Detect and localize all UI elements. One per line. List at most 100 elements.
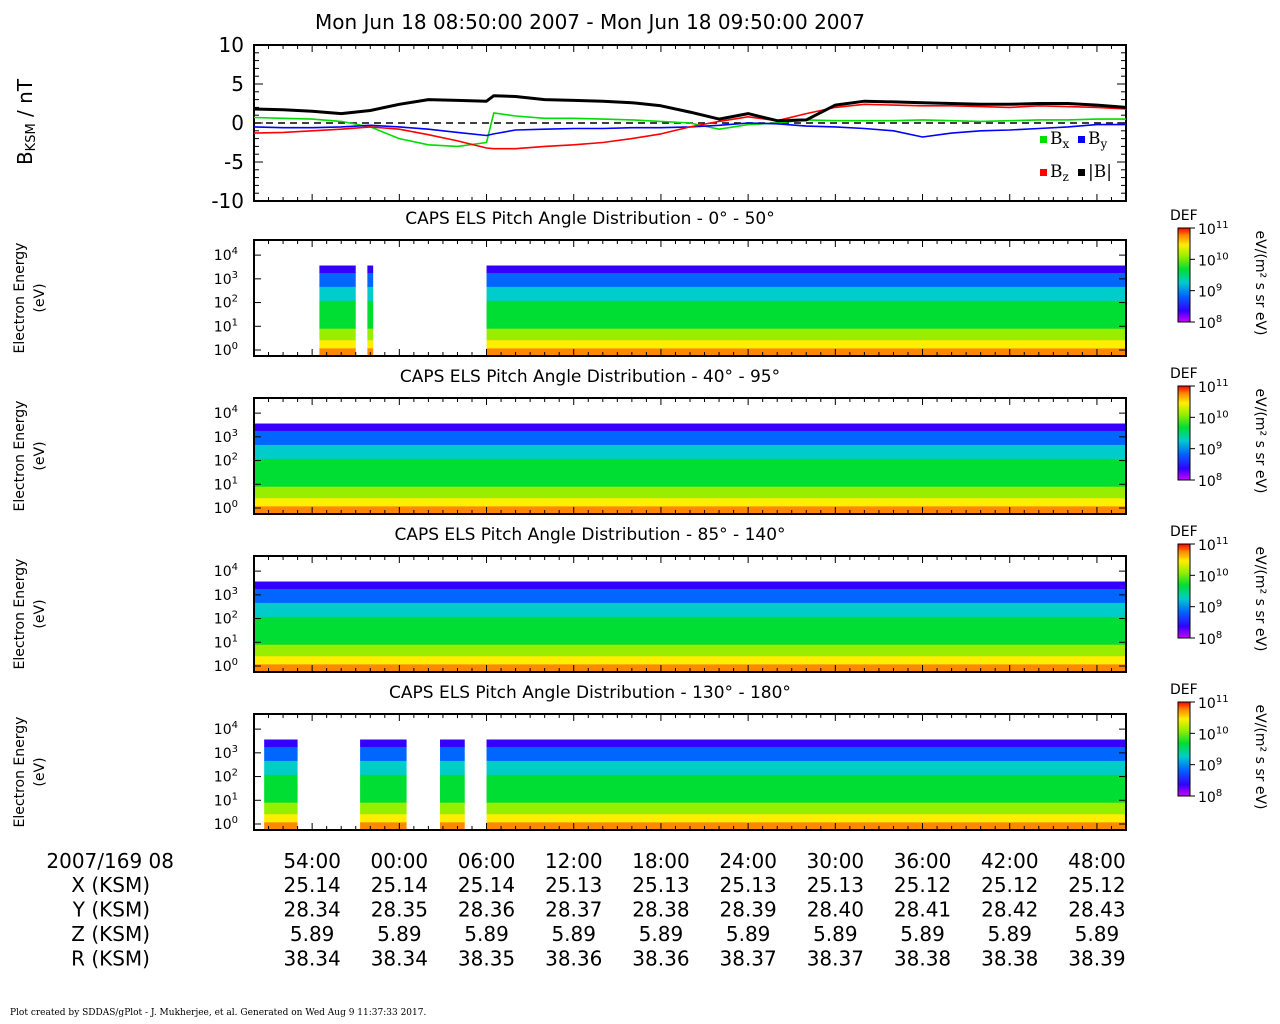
series-line-bz	[253, 103, 1127, 150]
colorbar-label: DEF	[1170, 208, 1198, 224]
ephemeris-value: 25.14	[458, 873, 515, 897]
colorbar-unit: eV/(m² s sr eV)	[1252, 705, 1268, 810]
y-tick-label: 100	[214, 657, 238, 675]
spectrogram-cell	[440, 821, 465, 831]
spectrogram-cell	[254, 486, 1126, 499]
page-title: Mon Jun 18 08:50:00 2007 - Mon Jun 18 09…	[315, 10, 865, 34]
ephemeris-value: 5.89	[551, 922, 596, 946]
ephemeris-value: 5.89	[987, 922, 1032, 946]
spectrogram-cell	[440, 813, 465, 823]
spectrogram-cell	[367, 300, 374, 315]
y-tick-label: 102	[214, 452, 238, 470]
panel-title: CAPS ELS Pitch Angle Distribution - 85° …	[394, 525, 785, 545]
spectrogram-cell	[264, 746, 298, 761]
ephemeris-value: 28.37	[545, 898, 602, 922]
colorbar-tick-label: 1010	[1198, 567, 1229, 585]
colorbar-tick-label: 108	[1198, 630, 1222, 648]
ephemeris-value: 38.37	[720, 947, 777, 971]
ephemeris-value: 38.38	[894, 947, 951, 971]
ephemeris-value: 28.40	[807, 898, 864, 922]
ephemeris-value: 28.43	[1068, 898, 1125, 922]
colorbar-tick-label: 1011	[1198, 220, 1229, 238]
colorbar-tick-label: 108	[1198, 314, 1222, 332]
y-tick-label: -5	[224, 150, 244, 174]
spectrogram-cell	[264, 802, 298, 815]
ephemeris-row-label: X (KSM)	[71, 873, 150, 897]
spectrogram-cell	[254, 444, 1126, 459]
y-tick-label: 100	[214, 499, 238, 517]
y-tick-label: 103	[214, 744, 238, 762]
spectrogram-cell	[264, 813, 298, 823]
y-tick-label: 101	[214, 317, 238, 335]
ephemeris-value: 25.14	[284, 873, 341, 897]
colorbar	[1177, 385, 1191, 481]
y-axis-label: Electron Energy	[12, 717, 28, 828]
spectrogram-cell	[360, 813, 407, 823]
colorbar-tick-label: 108	[1198, 472, 1222, 490]
y-tick-label: 102	[214, 768, 238, 786]
ephemeris-value: 25.12	[894, 873, 951, 897]
spectrogram-cell	[360, 746, 407, 761]
colorbar-tick-label: 109	[1198, 757, 1222, 775]
series-line-bx	[253, 112, 1126, 148]
ephemeris-value: 25.13	[720, 873, 777, 897]
panel-title: CAPS ELS Pitch Angle Distribution - 40° …	[400, 367, 780, 387]
colorbar-tick-label: 109	[1198, 283, 1222, 301]
footer-credit: Plot created by SDDAS/gPlot - J. Mukherj…	[10, 1008, 426, 1018]
time-tick-label: 42:00	[981, 849, 1039, 873]
ephemeris-value: 5.89	[464, 922, 509, 946]
y-tick-label: 103	[214, 270, 238, 288]
legend-swatch	[1078, 136, 1085, 143]
spectrogram-cell	[440, 788, 465, 803]
time-tick-label: 18:00	[632, 849, 690, 873]
spectrogram-cell	[367, 314, 374, 329]
spectrogram-cell	[264, 774, 298, 789]
spectrogram-cell	[254, 588, 1126, 603]
legend-entry: |B|	[1088, 162, 1112, 182]
colorbar-tick-label: 1010	[1198, 725, 1229, 743]
spectrogram-cell	[360, 760, 407, 775]
colorbar-unit: eV/(m² s sr eV)	[1252, 547, 1268, 652]
y-tick-label: 102	[214, 610, 238, 628]
ephemeris-value: 25.13	[545, 873, 602, 897]
y-tick-label: 104	[214, 246, 238, 264]
spectrogram-cell	[254, 497, 1126, 507]
spectrogram-cell	[319, 339, 356, 349]
spectrogram-cell	[254, 655, 1126, 665]
spectrogram-cell	[367, 339, 374, 349]
spectrogram-cell	[440, 774, 465, 789]
colorbar-unit: eV/(m² s sr eV)	[1252, 231, 1268, 336]
spectrogram-cell	[264, 739, 298, 747]
spectrogram-cell	[254, 430, 1126, 445]
spectrogram-cell	[486, 739, 1126, 747]
legend-entry: Bx	[1050, 129, 1070, 151]
ephemeris-value: 38.36	[545, 947, 602, 971]
y-tick-label: -10	[211, 189, 244, 213]
y-tick-label: 5	[231, 72, 244, 96]
spectrogram-cell	[367, 286, 374, 301]
spectrogram-cell	[486, 300, 1126, 315]
ephemeris-value: 38.34	[284, 947, 341, 971]
colorbar-tick-label: 1010	[1198, 409, 1229, 427]
spectrogram-panels: CAPS ELS Pitch Angle Distribution - 0° -…	[12, 208, 1268, 833]
spectrogram-cell	[486, 760, 1126, 775]
spectrogram-cell	[360, 821, 407, 831]
y-axis-label: Electron Energy	[12, 243, 28, 354]
spectrogram-cell	[254, 423, 1126, 431]
ephemeris-value: 5.89	[900, 922, 945, 946]
colorbar-tick-label: 1011	[1198, 378, 1229, 396]
colorbar-tick-label: 108	[1198, 788, 1222, 806]
ephemeris-row-label: R (KSM)	[71, 947, 150, 971]
legend-swatch	[1040, 136, 1047, 143]
colorbar-tick-label: 1011	[1198, 694, 1229, 712]
y-tick-label: 104	[214, 562, 238, 580]
spectrogram-cell	[486, 265, 1126, 273]
y-tick-label: 102	[214, 294, 238, 312]
spectrogram-cell	[319, 314, 356, 329]
y-axis-label: Electron Energy	[12, 559, 28, 670]
spectrogram-cell	[264, 821, 298, 831]
ephemeris-value: 5.89	[377, 922, 422, 946]
ephemeris-value: 5.89	[290, 922, 335, 946]
y-tick-label: 103	[214, 428, 238, 446]
